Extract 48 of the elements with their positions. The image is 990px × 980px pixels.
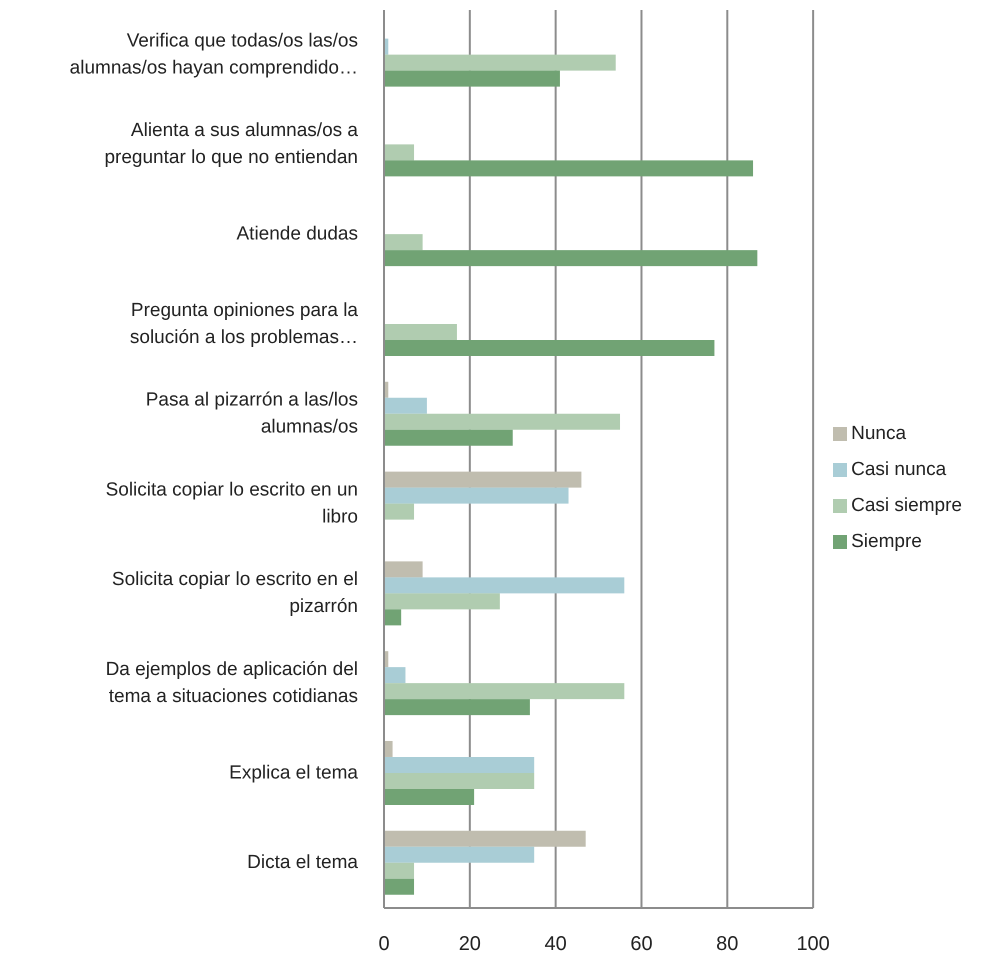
x-tick-label: 60 (630, 933, 653, 956)
x-tick-label: 40 (544, 933, 567, 956)
bar (384, 398, 427, 414)
bar (384, 699, 530, 716)
y-tick-label: Da ejemplos de aplicación del tema a situaciones cotidianas (106, 659, 358, 708)
bar (384, 667, 406, 684)
bar (384, 593, 500, 610)
bar (384, 846, 534, 863)
y-tick-label: Pasa al pizarrón a las/los alumnas/os (146, 390, 358, 438)
bar (384, 788, 474, 805)
bar (384, 250, 758, 266)
y-tick-label: Atiende dudas (236, 224, 358, 245)
bar (384, 830, 586, 847)
y-tick-label: Verifica que todas/os las/os alumnas/os hayan comprendido… (70, 30, 358, 78)
bar (384, 561, 423, 578)
legend-label: Casi nunca (851, 459, 946, 480)
bar (384, 878, 414, 895)
legend-label: Casi siempre (851, 495, 962, 516)
bar (384, 324, 457, 340)
bar (384, 144, 414, 160)
bar (384, 577, 624, 594)
bar (384, 772, 534, 789)
y-tick-label: Dicta el tema (247, 852, 358, 874)
y-tick-label: Alienta a sus alumnas/os a preguntar lo que no entiendan (104, 120, 358, 168)
y-tick-label: Solicita copiar lo escrito en el pizarrón (112, 569, 358, 618)
bar (384, 70, 560, 87)
bar (384, 54, 616, 71)
y-tick-label: Pregunta opiniones para la solución a los problemas… (130, 300, 358, 348)
bar (384, 234, 423, 250)
bar (384, 160, 754, 176)
bar (384, 609, 402, 626)
x-tick-label: 20 (458, 933, 481, 956)
bar (384, 430, 513, 446)
legend-label: Nunca (851, 423, 906, 444)
x-tick-label: 100 (796, 933, 830, 956)
bar (384, 683, 624, 700)
bar (384, 472, 582, 488)
legend-label: Siempre (851, 531, 922, 552)
bar (384, 862, 414, 879)
x-tick-label: 80 (716, 933, 738, 956)
x-tick-label: 0 (378, 933, 390, 956)
y-tick-label: Solicita copiar lo escrito en un libro (106, 479, 358, 528)
bar (384, 414, 620, 430)
bar (384, 340, 714, 356)
bar (384, 488, 569, 504)
bar (384, 756, 534, 773)
y-tick-label: Explica el tema (229, 762, 358, 784)
bar (384, 504, 414, 520)
